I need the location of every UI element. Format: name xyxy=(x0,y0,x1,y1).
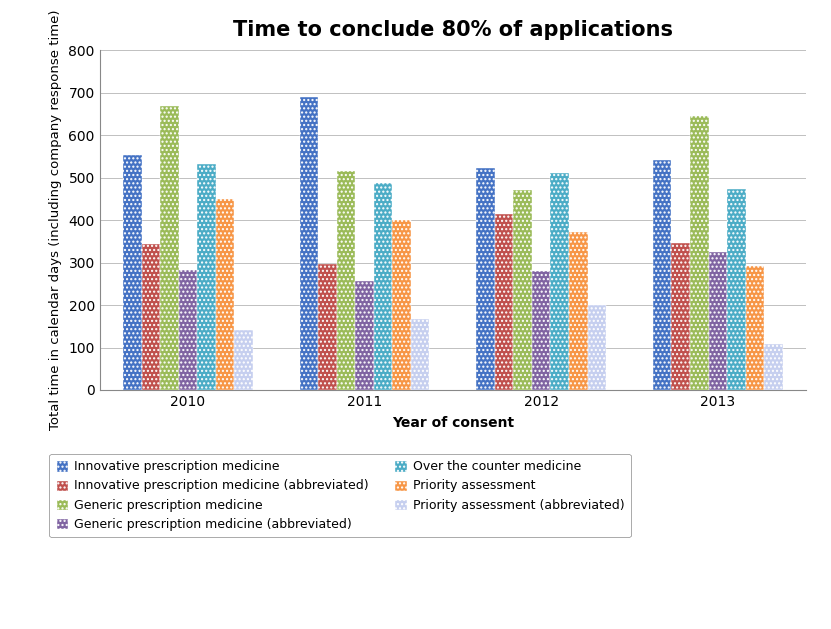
Bar xyxy=(765,344,783,390)
Bar xyxy=(411,319,430,390)
Bar xyxy=(532,270,550,390)
Bar xyxy=(550,173,569,390)
Bar xyxy=(514,190,532,390)
Bar xyxy=(653,160,671,390)
Bar xyxy=(745,266,765,390)
Bar xyxy=(216,199,234,390)
Legend: Innovative prescription medicine, Innovative prescription medicine (abbreviated): Innovative prescription medicine, Innova… xyxy=(50,454,631,537)
X-axis label: Year of consent: Year of consent xyxy=(392,416,514,430)
Bar xyxy=(337,171,356,390)
Bar xyxy=(160,106,179,390)
Bar xyxy=(234,330,253,390)
Bar xyxy=(588,305,606,390)
Bar xyxy=(123,155,141,390)
Bar xyxy=(392,220,411,390)
Bar xyxy=(494,214,514,390)
Bar xyxy=(141,244,160,390)
Bar xyxy=(356,281,374,390)
Bar xyxy=(179,270,197,390)
Y-axis label: Total time in calendar days (including company response time): Total time in calendar days (including c… xyxy=(48,10,61,430)
Bar xyxy=(374,183,392,390)
Bar xyxy=(727,189,745,390)
Bar xyxy=(300,97,318,390)
Bar xyxy=(197,164,216,390)
Bar xyxy=(476,168,494,390)
Bar xyxy=(690,116,709,390)
Title: Time to conclude 80% of applications: Time to conclude 80% of applications xyxy=(233,20,673,40)
Bar xyxy=(318,264,337,390)
Bar xyxy=(671,243,690,390)
Bar xyxy=(709,252,727,390)
Bar xyxy=(569,232,588,390)
